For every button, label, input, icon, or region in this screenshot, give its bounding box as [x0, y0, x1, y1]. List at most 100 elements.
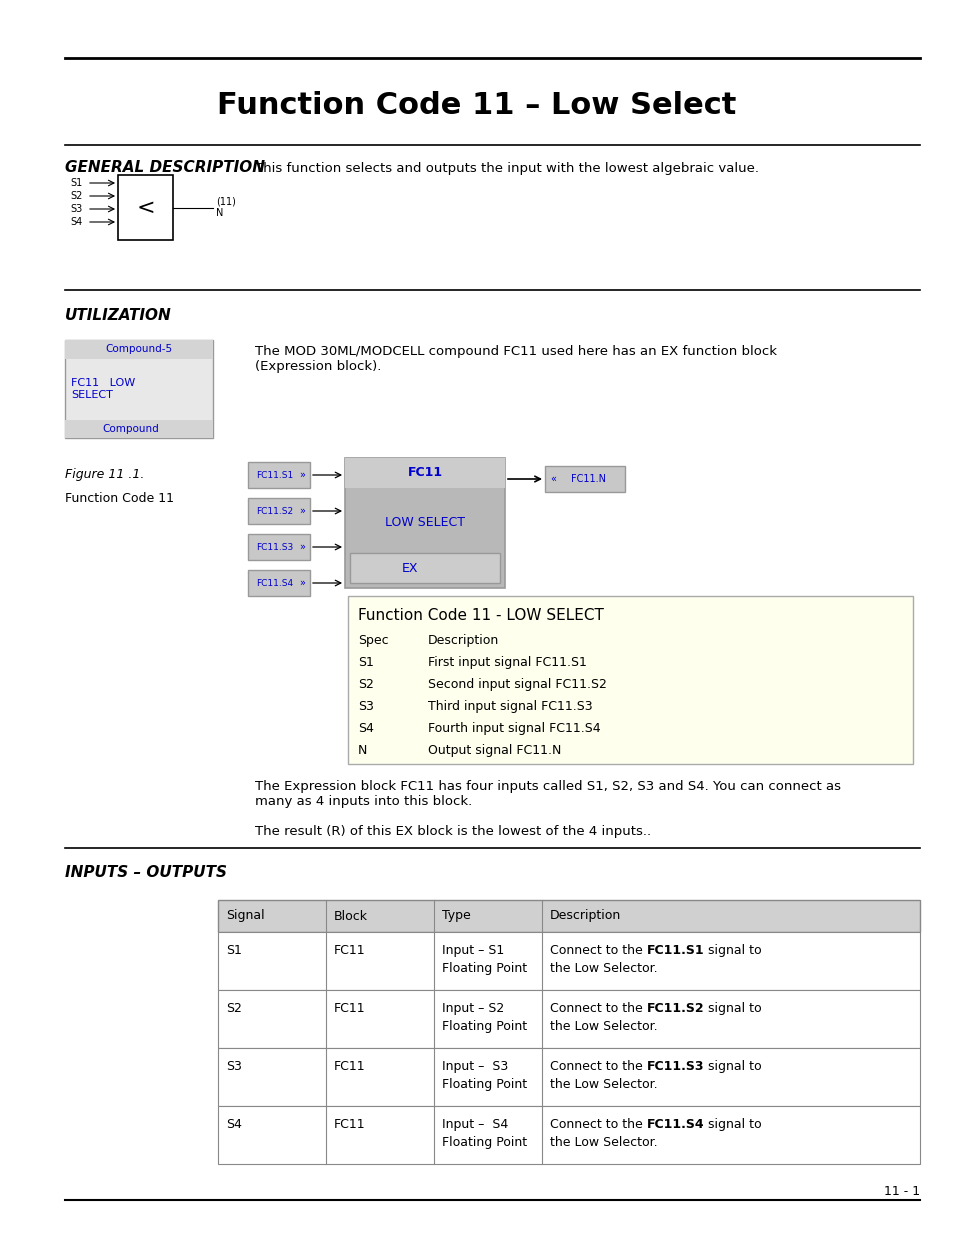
Text: LOW SELECT: LOW SELECT — [385, 516, 464, 530]
Text: GENERAL DESCRIPTION: GENERAL DESCRIPTION — [65, 161, 265, 175]
Text: »: » — [298, 506, 305, 516]
FancyBboxPatch shape — [65, 340, 213, 359]
Text: Spec: Spec — [357, 634, 388, 647]
Text: Second input signal FC11.S2: Second input signal FC11.S2 — [428, 678, 606, 692]
Text: the Low Selector.: the Low Selector. — [550, 962, 657, 974]
Text: »: » — [298, 542, 305, 552]
Text: Signal: Signal — [226, 909, 264, 923]
Text: Description: Description — [428, 634, 498, 647]
Text: Connect to the: Connect to the — [550, 1060, 646, 1073]
Text: The result (R) of this EX block is the lowest of the 4 inputs..: The result (R) of this EX block is the l… — [254, 825, 651, 839]
FancyBboxPatch shape — [218, 932, 919, 990]
FancyBboxPatch shape — [248, 462, 310, 488]
Text: FC11.S4: FC11.S4 — [646, 1118, 703, 1131]
FancyBboxPatch shape — [218, 1107, 919, 1165]
Text: signal to: signal to — [703, 944, 761, 957]
Text: FC11   LOW
SELECT: FC11 LOW SELECT — [71, 378, 135, 400]
FancyBboxPatch shape — [65, 340, 213, 438]
Text: Fourth input signal FC11.S4: Fourth input signal FC11.S4 — [428, 722, 600, 735]
FancyBboxPatch shape — [218, 990, 919, 1049]
Text: FC11.S1: FC11.S1 — [256, 471, 294, 479]
Text: Function Code 11: Function Code 11 — [65, 492, 173, 505]
Text: the Low Selector.: the Low Selector. — [550, 1136, 657, 1149]
FancyBboxPatch shape — [350, 553, 499, 583]
Text: Description: Description — [550, 909, 620, 923]
Text: S1: S1 — [226, 944, 242, 957]
Text: S1: S1 — [357, 656, 374, 669]
Text: 11 - 1: 11 - 1 — [882, 1186, 919, 1198]
Text: signal to: signal to — [703, 1060, 761, 1073]
Text: Input – S2: Input – S2 — [441, 1002, 504, 1015]
Text: FC11: FC11 — [334, 1118, 365, 1131]
FancyBboxPatch shape — [248, 534, 310, 559]
Text: FC11.S4: FC11.S4 — [256, 578, 294, 588]
Text: »: » — [298, 578, 305, 588]
FancyBboxPatch shape — [248, 498, 310, 524]
FancyBboxPatch shape — [248, 571, 310, 597]
FancyBboxPatch shape — [544, 466, 624, 492]
Text: Output signal FC11.N: Output signal FC11.N — [428, 743, 560, 757]
Text: signal to: signal to — [703, 1002, 761, 1015]
Text: S4: S4 — [226, 1118, 242, 1131]
Text: S2: S2 — [357, 678, 374, 692]
Text: Compound: Compound — [103, 424, 159, 433]
Text: FC11.S3: FC11.S3 — [646, 1060, 703, 1073]
FancyBboxPatch shape — [65, 420, 213, 438]
Text: <: < — [136, 198, 154, 217]
Text: FC11.S3: FC11.S3 — [256, 542, 294, 552]
Text: Connect to the: Connect to the — [550, 944, 646, 957]
Text: Input – S1: Input – S1 — [441, 944, 504, 957]
Text: Connect to the: Connect to the — [550, 1118, 646, 1131]
FancyBboxPatch shape — [218, 900, 919, 932]
Text: Function Code 11 – Low Select: Function Code 11 – Low Select — [217, 90, 736, 120]
Text: Floating Point: Floating Point — [441, 1078, 527, 1091]
Text: S4: S4 — [70, 217, 82, 227]
Text: First input signal FC11.S1: First input signal FC11.S1 — [428, 656, 586, 669]
Text: (11): (11) — [215, 196, 235, 206]
Text: Type: Type — [441, 909, 470, 923]
Text: Input –  S3: Input – S3 — [441, 1060, 508, 1073]
Text: FC11: FC11 — [334, 1002, 365, 1015]
Text: FC11: FC11 — [334, 1060, 365, 1073]
Text: Floating Point: Floating Point — [441, 1136, 527, 1149]
Text: S1: S1 — [70, 178, 82, 188]
Text: Floating Point: Floating Point — [441, 962, 527, 974]
FancyBboxPatch shape — [118, 175, 172, 240]
Text: S3: S3 — [226, 1060, 242, 1073]
Text: S4: S4 — [357, 722, 374, 735]
Text: Figure 11 .1.: Figure 11 .1. — [65, 468, 144, 480]
FancyBboxPatch shape — [345, 458, 504, 588]
Text: INPUTS – OUTPUTS: INPUTS – OUTPUTS — [65, 864, 227, 881]
Text: FC11.S2: FC11.S2 — [646, 1002, 703, 1015]
Text: S2: S2 — [70, 191, 82, 201]
Text: the Low Selector.: the Low Selector. — [550, 1078, 657, 1091]
FancyBboxPatch shape — [348, 597, 912, 764]
Text: Block: Block — [334, 909, 368, 923]
Text: Connect to the: Connect to the — [550, 1002, 646, 1015]
Text: S2: S2 — [226, 1002, 242, 1015]
Text: UTILIZATION: UTILIZATION — [65, 308, 172, 324]
FancyBboxPatch shape — [218, 1049, 919, 1107]
Text: Input –  S4: Input – S4 — [441, 1118, 508, 1131]
FancyBboxPatch shape — [345, 458, 504, 488]
Text: This function selects and outputs the input with the lowest algebraic value.: This function selects and outputs the in… — [254, 162, 759, 175]
Text: The Expression block FC11 has four inputs called S1, S2, S3 and S4. You can conn: The Expression block FC11 has four input… — [254, 781, 841, 808]
Text: Third input signal FC11.S3: Third input signal FC11.S3 — [428, 700, 592, 713]
Text: FC11: FC11 — [334, 944, 365, 957]
Text: FC11.S2: FC11.S2 — [256, 506, 294, 515]
Text: the Low Selector.: the Low Selector. — [550, 1020, 657, 1032]
Text: Floating Point: Floating Point — [441, 1020, 527, 1032]
Text: N: N — [215, 209, 223, 219]
Text: The MOD 30ML/MODCELL compound FC11 used here has an EX function block
(Expressio: The MOD 30ML/MODCELL compound FC11 used … — [254, 345, 776, 373]
Text: FC11: FC11 — [407, 467, 442, 479]
Text: EX: EX — [401, 562, 417, 574]
Text: FC11.S1: FC11.S1 — [646, 944, 703, 957]
Text: S3: S3 — [357, 700, 374, 713]
Text: S3: S3 — [70, 204, 82, 214]
Text: «: « — [550, 474, 556, 484]
Text: »: » — [298, 471, 305, 480]
Text: Compound-5: Compound-5 — [106, 345, 172, 354]
Text: N: N — [357, 743, 367, 757]
Text: signal to: signal to — [703, 1118, 761, 1131]
Text: Function Code 11 - LOW SELECT: Function Code 11 - LOW SELECT — [357, 608, 603, 622]
